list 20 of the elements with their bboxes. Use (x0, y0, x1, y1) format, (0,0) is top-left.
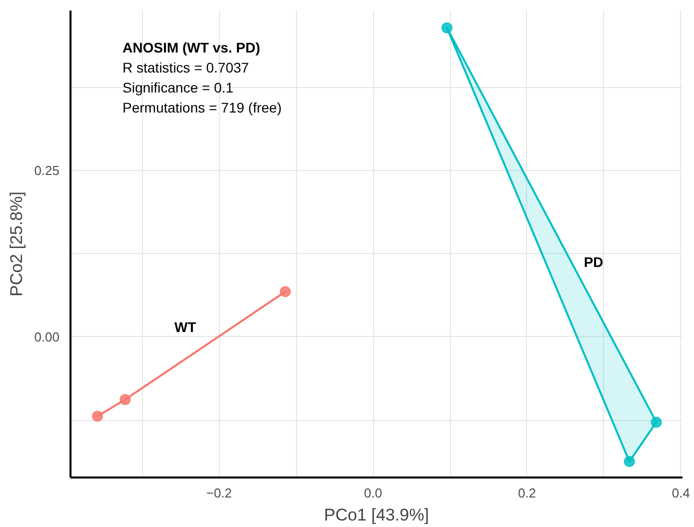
point (280, 286, 291, 298)
x-tick-label: 0.2 (518, 486, 536, 500)
x-tick-label: 0.0 (364, 486, 382, 500)
annotation: R statistics = 0.7037 (122, 60, 250, 76)
y-tick-label: 0.25 (34, 162, 60, 178)
series-label: WT (174, 319, 197, 336)
x-tick-label: 0.4 (672, 486, 690, 500)
x-axis-title: PCo1 [43.9%] (324, 506, 429, 524)
y-tick-label: 0.00 (34, 329, 60, 344)
point (92, 410, 103, 422)
series-label: PD (584, 254, 604, 270)
annotation: Significance = 0.1 (122, 80, 234, 96)
point (650, 416, 662, 428)
point (120, 394, 131, 406)
y-axis-title: PCo2 [25.8%] (7, 192, 26, 296)
x-tick-label: −0.2 (206, 486, 232, 500)
point (624, 456, 635, 467)
annotation: Permutations = 719 (free) (122, 100, 282, 116)
annotation: ANOSIM (WT vs. PD) (122, 40, 260, 56)
point (441, 22, 452, 34)
